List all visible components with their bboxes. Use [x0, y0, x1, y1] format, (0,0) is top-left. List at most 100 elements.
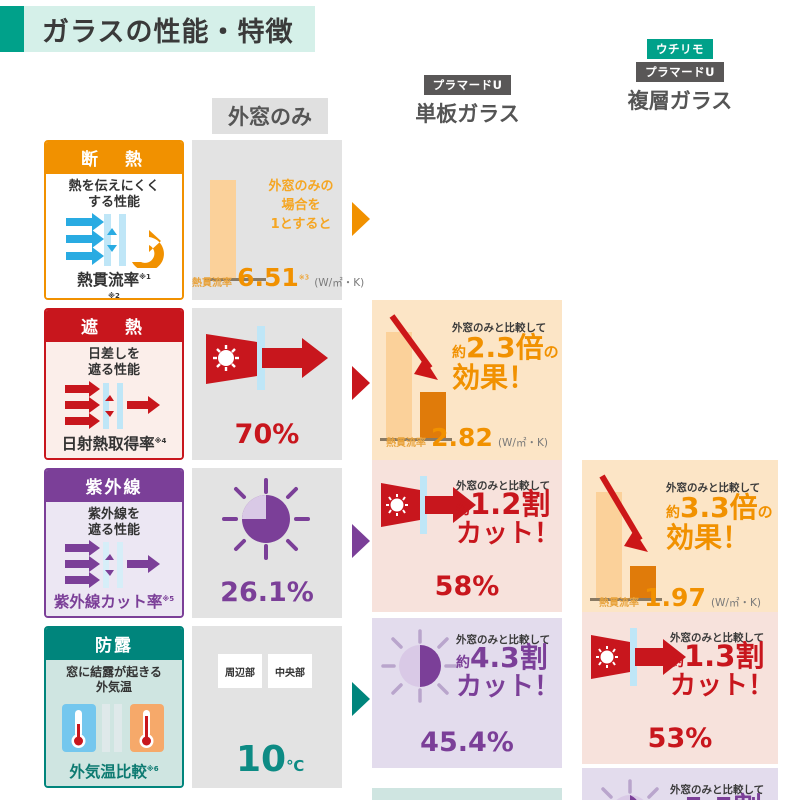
- metric-insulation-double: 熱貫流率 1.97 (W/㎡・K): [582, 583, 778, 612]
- separator-triangle-insulation-1: [352, 202, 370, 236]
- row-description-insulation: 熱を伝えにくく する性能: [68, 179, 160, 211]
- cell-shading-single: 外窓のみと比較して 約1.2割 カット！ 58%: [372, 460, 562, 612]
- row-heading-shading: 遮 熱: [46, 310, 182, 342]
- row-metric-shading: 日射熱取得率※4: [61, 435, 167, 453]
- solar-heat-icon: [65, 380, 160, 429]
- compare-label-shading-double: 外窓のみと比較して: [670, 632, 765, 644]
- title-accent-bar: [0, 6, 24, 52]
- tag-puramado-u-single: プラマードU: [423, 75, 512, 95]
- thermometer-comparison-icon: [62, 703, 164, 752]
- title-banner: ガラスの性能・特徴: [0, 6, 316, 52]
- highlight-line2-single: 効果！: [452, 361, 537, 394]
- highlight-line2-double: 効果！: [666, 521, 751, 554]
- note-baseline-explanation: 外窓のみの 場合を 1とすると: [268, 179, 334, 232]
- highlight-line1-uv-single: 約4.3割: [456, 641, 548, 674]
- bar-baseline: [204, 278, 266, 281]
- highlight-line2-shading-double: カット！: [670, 671, 775, 701]
- compare-label-double: 外窓のみと比較して: [666, 482, 761, 494]
- column-header-single: プラマードU 単板ガラス: [370, 74, 565, 128]
- column-header-single-label: 単板ガラス: [415, 102, 520, 126]
- compare-label-uv-single: 外窓のみと比較して: [456, 634, 551, 646]
- uv-sun-pie-icon: [601, 779, 659, 800]
- column-header-double-label: 複層ガラス: [627, 89, 733, 113]
- highlight-line1-double: 約3.3倍の: [666, 491, 773, 524]
- cell-insulation-double: 外窓のみと比較して 約3.3倍の 効果！ 熱貫流率 1.97 (W/㎡・K): [582, 460, 778, 620]
- row-label-condensation: 防露 窓に結露が起きる 外気温: [44, 626, 184, 788]
- separator-triangle-uv-1: [352, 524, 370, 558]
- value-shading-single: 58%: [434, 571, 500, 602]
- row-heading-uv: 紫外線: [46, 470, 182, 502]
- sunlight-through-glass-icon: [206, 326, 328, 390]
- cell-uv-double: 外窓のみと比較して 約5.5割 カット！ 58.0%: [582, 768, 778, 800]
- sunlight-through-glass-icon: [381, 476, 476, 534]
- row-metric-condensation: 外気温比較※6: [69, 763, 159, 781]
- bar-value-single: [420, 392, 446, 438]
- metric-name: 熱貫流率: [386, 438, 427, 449]
- bar-outer-only: [210, 180, 236, 278]
- metric-name: 熱貫流率: [599, 598, 640, 609]
- row-shading: 遮 熱 日差しを 遮る性能: [0, 308, 800, 764]
- bar-reference: [596, 492, 622, 598]
- value-shading-outer-only: 70%: [234, 419, 300, 450]
- compare-label-uv-double: 外窓のみと比較して: [670, 784, 765, 796]
- separator-triangle-condensation-1: [352, 682, 370, 716]
- row-label-shading: 遮 熱 日差しを 遮る性能: [44, 308, 184, 460]
- row-description-shading: 日差しを 遮る性能: [87, 347, 140, 379]
- bar-value-double: [630, 566, 656, 598]
- down-arrow-icon: [599, 474, 648, 552]
- zone-chip-edge: 周辺部: [218, 654, 262, 688]
- column-header-outer-only: 外窓のみ: [190, 98, 350, 134]
- row-metric-uv: 紫外線カット率※5: [53, 593, 175, 611]
- row-label-uv: 紫外線 紫外線を 遮る性能: [44, 468, 184, 618]
- metric-value: 1.97: [644, 583, 706, 612]
- sunlight-through-glass-icon: [591, 628, 686, 686]
- value-shading-double: 53%: [647, 723, 713, 754]
- zone-chip-center: 中央部: [268, 654, 312, 688]
- temp-outer-only: 10℃: [236, 739, 305, 780]
- highlight-line1-shading-single: 約1.2割: [456, 487, 551, 521]
- row-heading-insulation: 断 熱: [46, 142, 182, 174]
- highlight-line2-shading-single: カット！: [456, 519, 561, 549]
- metric-value: 2.82: [431, 423, 493, 452]
- cell-condensation-single: 周辺部 中央部 0℃ −2℃: [372, 788, 562, 800]
- row-metric-insulation: 熱貫流率※1 ※2: [77, 270, 151, 300]
- value-uv-single: 45.4%: [420, 727, 514, 758]
- row-label-insulation: 断 熱 熱を伝えにくく する性能: [44, 140, 184, 300]
- metric-insulation-outer-only: 熱貫流率 6.51※3 (W/㎡・K): [192, 263, 364, 292]
- uv-sun-pie-icon: [381, 629, 459, 703]
- metric-note: ※3: [298, 273, 310, 282]
- row-insulation: 断 熱 熱を伝えにくく する性能: [0, 140, 800, 620]
- cell-uv-outer-only: 26.1%: [192, 468, 342, 618]
- metric-unit: (W/㎡・K): [314, 277, 365, 289]
- row-description-condensation: 窓に結露が起きる 外気温: [66, 665, 162, 694]
- metric-unit: (W/㎡・K): [497, 437, 548, 449]
- bar-reference: [386, 332, 412, 438]
- cell-condensation-outer-only: 周辺部 中央部 10℃: [192, 626, 342, 788]
- bar-baseline: [380, 438, 452, 441]
- metric-insulation-single: 熱貫流率 2.82 (W/㎡・K): [372, 423, 562, 452]
- uv-sun-pie-icon: [222, 478, 310, 560]
- row-description-uv: 紫外線を 遮る性能: [87, 507, 140, 539]
- column-header-double: ウチリモ プラマードU 複層ガラス: [580, 38, 780, 115]
- separator-triangle-shading-1: [352, 366, 370, 400]
- compare-label-single: 外窓のみと比較して: [452, 322, 547, 334]
- metric-value: 6.51: [237, 263, 299, 292]
- uv-block-icon: [65, 539, 160, 588]
- metric-unit: (W/㎡・K): [710, 597, 761, 609]
- cell-insulation-outer-only: 外窓のみの 場合を 1とすると 熱貫流率 6.51※3 (W/㎡・K): [192, 140, 364, 300]
- compare-label-shading-single: 外窓のみと比較して: [456, 480, 551, 492]
- column-header-outer-only-label: 外窓のみ: [212, 98, 328, 134]
- highlight-line1-single: 約2.3倍の: [452, 331, 559, 364]
- cell-insulation-single: 外窓のみと比較して 約2.3倍の 効果！ 熱貫流率 2.82 (W/㎡・K): [372, 300, 562, 460]
- bar-baseline: [590, 598, 662, 601]
- tag-uchirimo: ウチリモ: [647, 39, 713, 59]
- cell-shading-outer-only: 70%: [192, 308, 342, 460]
- row-uv: 紫外線 紫外線を 遮る性能: [0, 468, 800, 800]
- highlight-line1-shading-double: 約1.3割: [670, 639, 765, 673]
- row-condensation: 防露 窓に結露が起きる 外気温: [0, 626, 800, 800]
- highlight-line2-uv-single: カット！: [456, 672, 561, 702]
- title-band: ガラスの性能・特徴: [24, 6, 316, 52]
- down-arrow-icon: [389, 314, 438, 380]
- highlight-line1-uv-double: 約5.5割: [670, 794, 774, 800]
